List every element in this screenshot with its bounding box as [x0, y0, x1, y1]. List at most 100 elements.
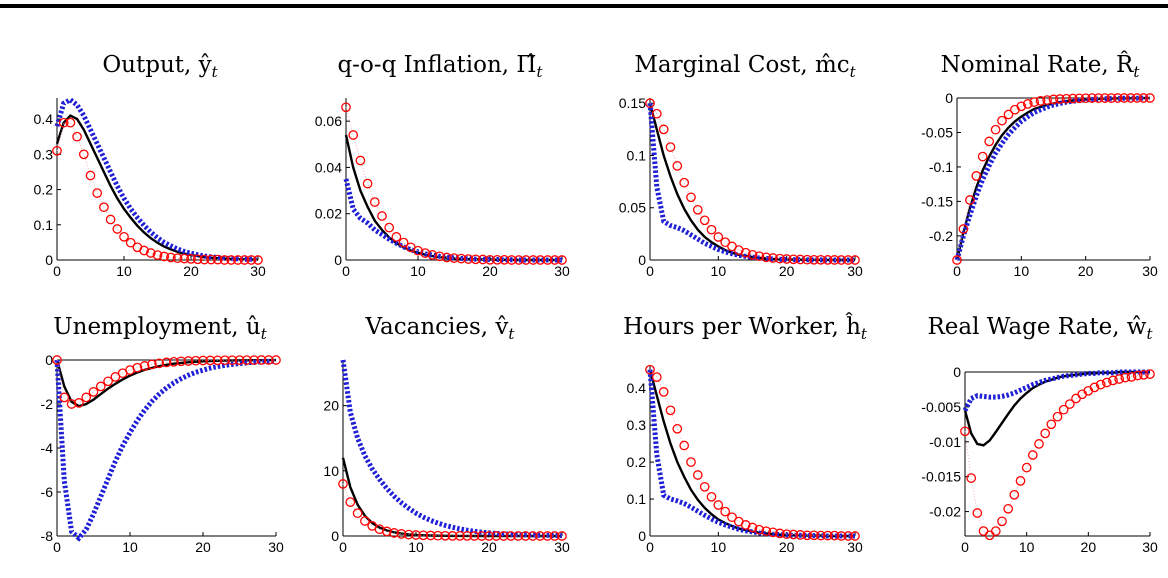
data-point: [720, 506, 731, 517]
y-tick-label: -8: [41, 528, 54, 544]
data-point: [199, 254, 210, 265]
data-point: [112, 224, 123, 234]
data-point: [74, 398, 84, 408]
data-point: [212, 254, 223, 265]
y-tick-label: 0: [638, 252, 646, 268]
data-point: [761, 252, 772, 263]
x-tick-label: 20: [481, 539, 497, 555]
data-point: [139, 361, 150, 371]
chart-panel-4: Nominal Rate, R̂t 0 -0.05 -0.1 -0.15 -0.2 0 10 2…: [921, 52, 1158, 279]
x-tick-label: 0: [53, 539, 61, 555]
data-point: [485, 254, 495, 265]
x-tick-label: 0: [339, 539, 347, 555]
data-point: [692, 204, 703, 215]
series-connector: [956, 97, 1150, 261]
data-point: [768, 253, 778, 263]
chart-title: Vacancies, v̂t: [365, 314, 516, 343]
x-tick-label: 10: [116, 263, 132, 279]
data-point: [1040, 428, 1051, 439]
y-tick-label: 0.4: [627, 380, 647, 396]
data-point: [249, 355, 259, 365]
y-tick-label: 0.06: [315, 113, 342, 129]
data-point: [403, 529, 414, 540]
data-point: [966, 473, 977, 483]
data-point: [1035, 96, 1046, 106]
data-point: [147, 359, 157, 370]
data-point: [253, 255, 263, 265]
chart-title-subscript: t: [508, 325, 515, 343]
data-point: [1058, 404, 1069, 415]
data-point: [1125, 93, 1136, 103]
data-point: [105, 214, 116, 225]
data-point: [535, 255, 546, 265]
data-point: [802, 254, 813, 265]
data-point: [506, 531, 516, 541]
y-tick-label: 0: [334, 252, 342, 268]
data-point: [958, 224, 969, 234]
y-tick-label: 0.3: [34, 146, 54, 162]
chart-title-subscript: t: [261, 325, 268, 343]
data-point: [1015, 476, 1026, 486]
data-point: [1003, 109, 1014, 120]
data-point: [103, 376, 113, 387]
data-point: [706, 491, 717, 502]
data-point: [1108, 375, 1118, 386]
x-tick-label: 10: [711, 263, 727, 279]
data-point: [159, 251, 170, 262]
data-point: [1132, 93, 1142, 103]
data-point: [506, 255, 517, 265]
data-point: [192, 254, 203, 265]
data-point: [360, 516, 370, 526]
data-point: [645, 98, 655, 109]
data-point: [535, 531, 545, 541]
chart-title: q-o-q Inflation, Π̂t: [337, 52, 543, 81]
data-point: [241, 355, 252, 365]
data-point: [1101, 377, 1112, 388]
y-tick-label: 0: [953, 364, 961, 380]
data-point: [672, 423, 683, 434]
data-point: [198, 355, 208, 366]
x-tick-label: 20: [1078, 263, 1094, 279]
data-point: [795, 530, 806, 540]
y-tick-label: -0.02: [929, 504, 961, 520]
data-point: [233, 255, 243, 265]
data-point: [740, 247, 751, 258]
series-connector: [649, 369, 855, 537]
chart-title: Marginal Cost, m̂ct: [634, 52, 856, 81]
y-tick-label: -0.2: [929, 228, 953, 244]
data-point: [1112, 93, 1123, 103]
x-tick-label: 20: [1081, 539, 1097, 555]
data-point: [850, 255, 860, 265]
data-point: [542, 255, 553, 265]
data-point: [557, 531, 567, 541]
data-point: [815, 254, 826, 265]
y-tick-label: 10: [323, 463, 339, 479]
data-point: [1048, 94, 1059, 105]
series-line-solid: [955, 96, 1150, 261]
data-point: [965, 195, 975, 205]
y-tick-label: -0.01: [929, 434, 961, 450]
data-point: [768, 527, 778, 538]
data-point: [352, 508, 363, 519]
data-point: [699, 215, 710, 226]
series-line-dotted: [54, 96, 259, 263]
data-point: [52, 355, 62, 365]
data-point: [179, 253, 190, 264]
y-tick-label: 0.2: [34, 182, 54, 198]
data-point: [665, 405, 676, 416]
data-point: [234, 355, 245, 365]
data-point: [256, 355, 267, 365]
y-tick-label: 0: [945, 90, 953, 106]
data-point: [469, 531, 480, 541]
data-point: [246, 255, 257, 265]
data-point: [754, 524, 765, 535]
data-point: [1114, 374, 1125, 384]
data-point: [692, 470, 703, 480]
data-point: [1034, 439, 1044, 449]
data-point: [740, 520, 751, 530]
top-rule: [0, 4, 1168, 8]
data-point: [754, 251, 765, 262]
data-point: [521, 255, 531, 265]
data-point: [396, 529, 407, 539]
data-point: [161, 357, 172, 368]
